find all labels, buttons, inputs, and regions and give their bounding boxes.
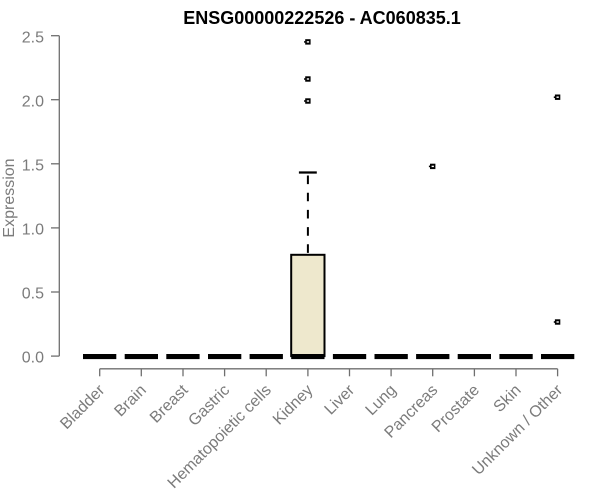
svg-text:Expression: Expression	[1, 158, 18, 237]
svg-text:1.5: 1.5	[22, 157, 44, 174]
svg-text:0.0: 0.0	[22, 350, 44, 367]
svg-text:0.5: 0.5	[22, 286, 44, 303]
svg-text:2.0: 2.0	[22, 93, 44, 110]
svg-text:1.0: 1.0	[22, 222, 44, 239]
svg-text:ENSG00000222526 - AC060835.1: ENSG00000222526 - AC060835.1	[183, 8, 461, 28]
svg-text:2.5: 2.5	[22, 29, 44, 46]
